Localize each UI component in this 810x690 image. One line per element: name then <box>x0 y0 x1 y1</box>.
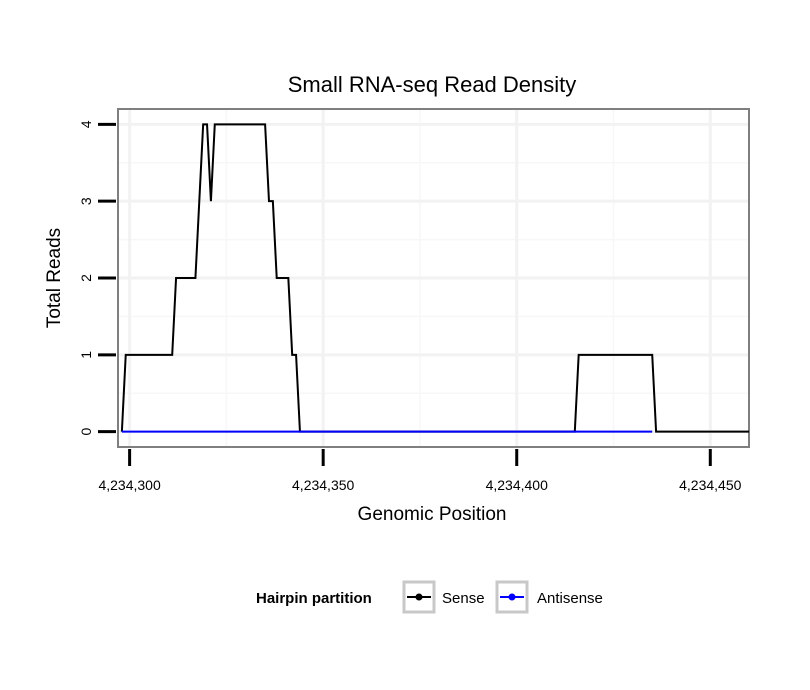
legend-key-sense-dot <box>415 593 423 601</box>
series-layer <box>120 123 749 433</box>
legend-item-antisense: Antisense <box>495 580 603 614</box>
legend-key-antisense-dot <box>508 593 516 601</box>
y-tick-label: 2 <box>78 274 94 282</box>
x-tick-label: 4,234,300 <box>98 477 160 493</box>
chart-title: Small RNA-seq Read Density <box>288 72 577 97</box>
legend-label-sense: Sense <box>442 590 485 607</box>
grid <box>119 110 748 446</box>
x-tick-label: 4,234,400 <box>486 477 548 493</box>
y-tick-label: 1 <box>78 351 94 359</box>
legend-label-antisense: Antisense <box>537 590 603 607</box>
x-axis: 4,234,300 4,234,350 4,234,400 4,234,450 <box>98 449 742 493</box>
legend-item-sense: Sense <box>402 580 485 614</box>
plot-area <box>117 108 750 448</box>
y-axis: 0 1 2 3 4 <box>78 120 116 436</box>
x-axis-label: Genomic Position <box>358 504 507 525</box>
legend-title: Hairpin partition <box>256 590 372 607</box>
y-tick-label: 0 <box>78 428 94 436</box>
legend: Hairpin partition Sense Antisense <box>256 580 603 614</box>
y-tick-label: 3 <box>78 197 94 205</box>
x-tick-label: 4,234,450 <box>679 477 741 493</box>
y-axis-label: Total Reads <box>44 228 65 328</box>
x-tick-label: 4,234,350 <box>292 477 354 493</box>
y-tick-label: 4 <box>78 120 94 128</box>
